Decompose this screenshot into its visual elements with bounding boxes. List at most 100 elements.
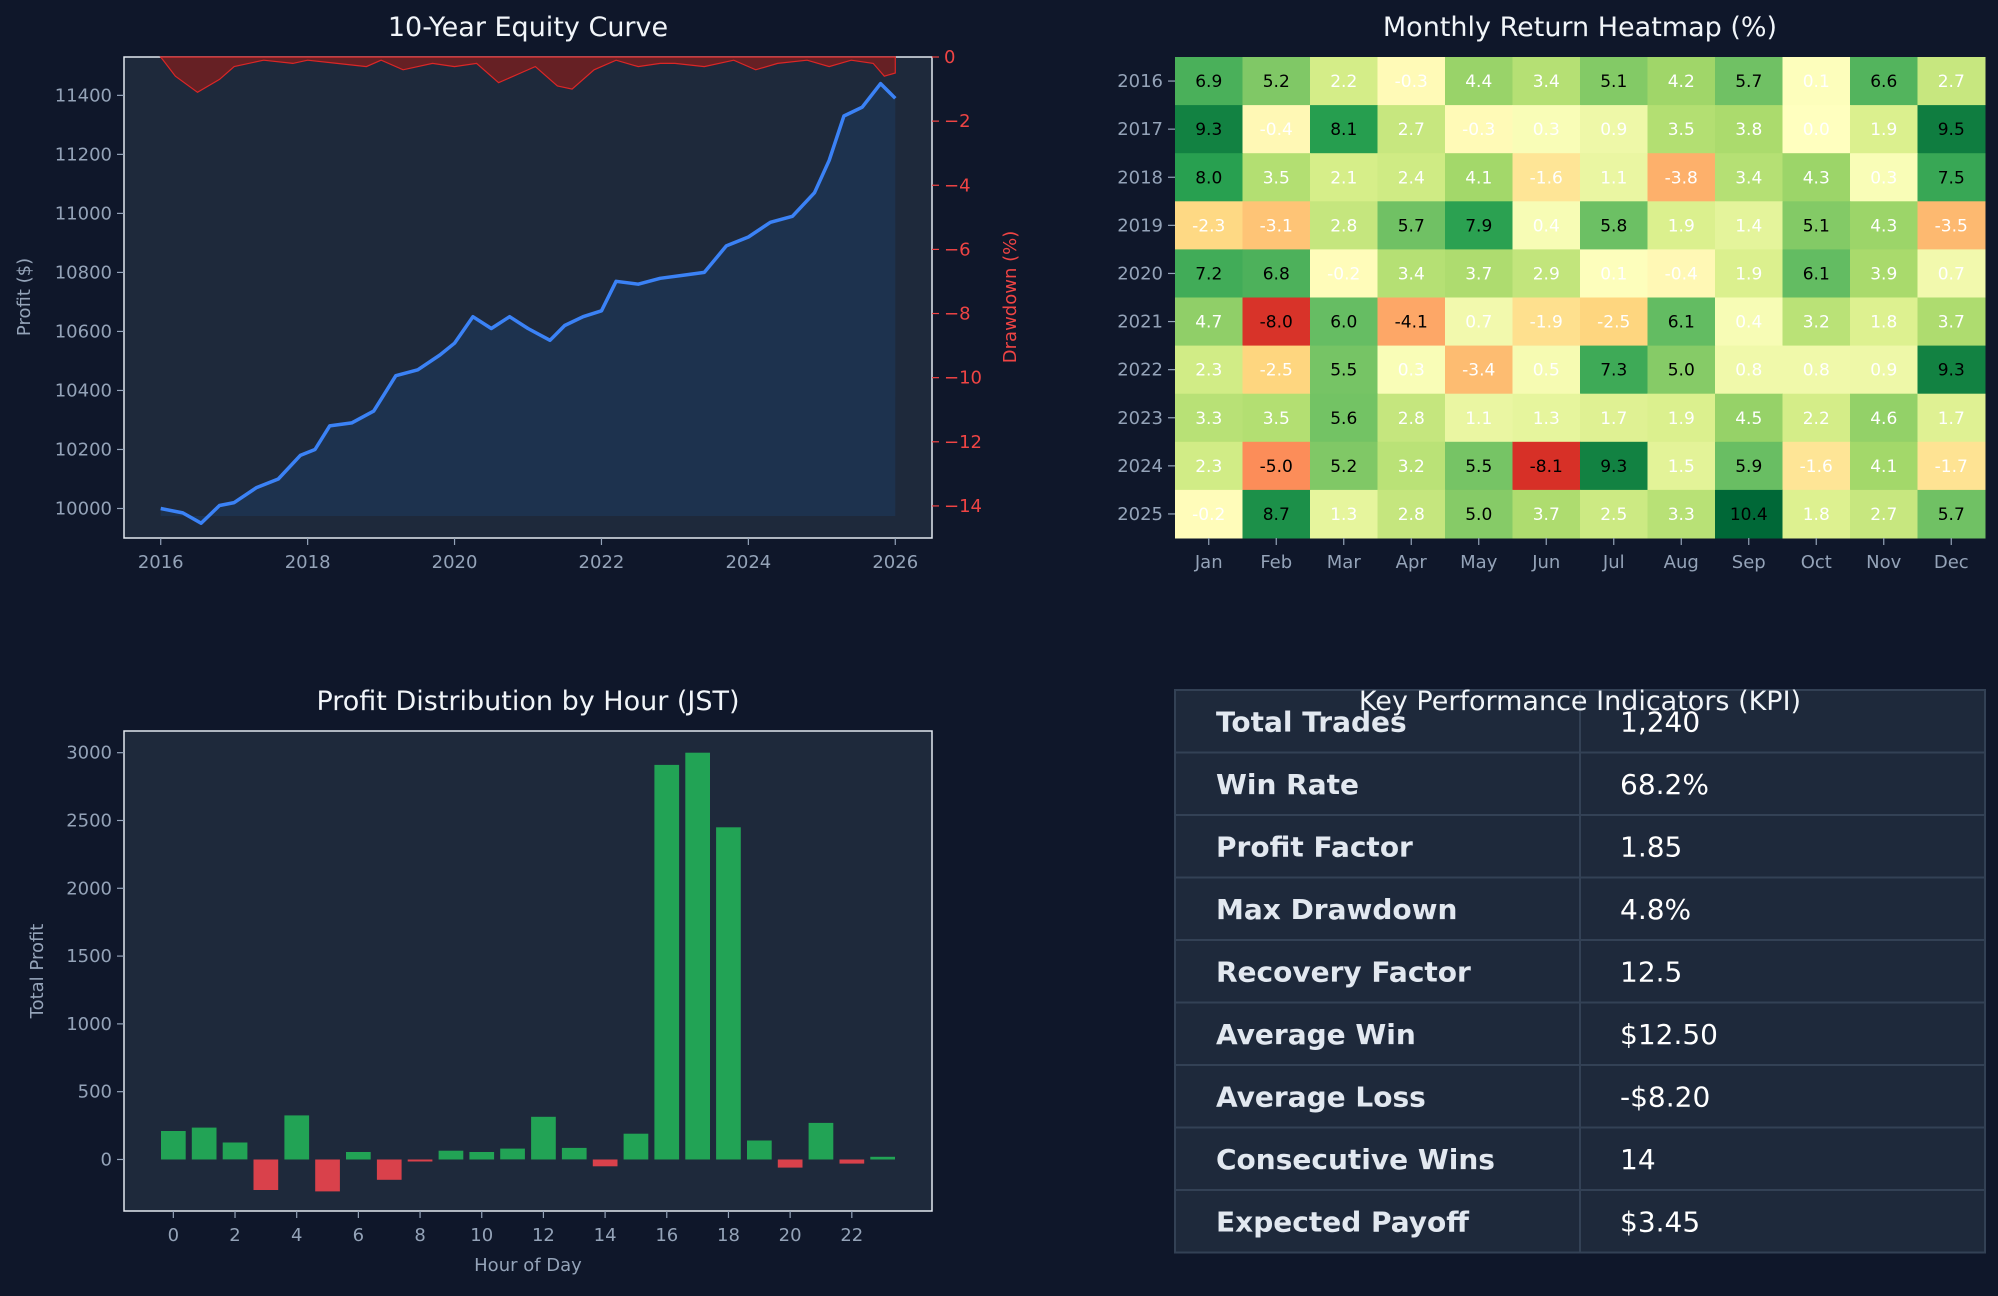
heatmap-cell-label: -1.6 xyxy=(1800,457,1833,477)
hourly-y-tick-label: 0 xyxy=(101,1149,112,1170)
heatmap-cell-label: 0.3 xyxy=(1398,361,1425,381)
heatmap-cell xyxy=(1175,441,1243,491)
heatmap-col-label: Jan xyxy=(1194,552,1223,573)
heatmap-cell-label: 0.9 xyxy=(1600,120,1627,140)
drawdown-y-tick-label: −12 xyxy=(944,432,982,453)
heatmap-cell xyxy=(1310,393,1378,443)
heatmap-cell xyxy=(1782,249,1851,298)
heatmap-col-label: Oct xyxy=(1801,552,1832,573)
hourly-x-tick-label: 6 xyxy=(353,1225,364,1246)
heatmap-cell-label: 2.2 xyxy=(1330,72,1357,92)
heatmap-cell xyxy=(1512,57,1581,106)
heatmap-cell xyxy=(1580,201,1648,250)
heatmap-cell xyxy=(1647,105,1716,154)
heatmap-cell xyxy=(1445,393,1513,443)
heatmap-cell xyxy=(1917,153,1986,202)
equity-chart-title: 10-Year Equity Curve xyxy=(388,12,668,43)
hourly-x-tick-label: 10 xyxy=(470,1225,493,1246)
heatmap-cell-label: 7.9 xyxy=(1465,216,1492,236)
heatmap-cell-label: 1.7 xyxy=(1600,409,1627,429)
heatmap-cell-label: 5.0 xyxy=(1465,505,1492,525)
heatmap-cell-label: 10.4 xyxy=(1730,505,1768,525)
heatmap-cell xyxy=(1715,249,1783,298)
equity-y-tick-label: 10000 xyxy=(55,498,112,519)
kpi-value: $3.45 xyxy=(1620,1205,1700,1238)
kpi-label: Recovery Factor xyxy=(1216,955,1471,988)
heatmap-cell xyxy=(1917,201,1986,250)
heatmap-cell-label: 4.4 xyxy=(1465,72,1492,92)
kpi-label: Average Loss xyxy=(1216,1080,1426,1113)
heatmap-cell-label: 1.1 xyxy=(1465,409,1492,429)
heatmap-cell-label: 5.9 xyxy=(1735,457,1762,477)
hourly-y-tick-label: 3000 xyxy=(66,743,112,764)
heatmap-cell xyxy=(1175,393,1243,443)
heatmap-cell-label: -1.7 xyxy=(1935,457,1968,477)
equity-y-tick-label: 10200 xyxy=(55,439,112,460)
heatmap-cell xyxy=(1647,153,1716,202)
heatmap-cell xyxy=(1850,345,1918,395)
heatmap-title: Monthly Return Heatmap (%) xyxy=(1383,12,1777,43)
monthly-return-heatmap: Monthly Return Heatmap (%) 6.9 5.2 2.2 -0.3… xyxy=(1117,12,1986,573)
kpi-table: Total Trades 1,240 Win Rate 68.2% Profit Fac… xyxy=(1174,686,1986,1254)
heatmap-cell-label: 2.2 xyxy=(1803,409,1830,429)
heatmap-cell xyxy=(1512,441,1581,491)
heatmap-cell-label: -0.4 xyxy=(1665,264,1698,284)
hourly-bar xyxy=(346,1152,371,1160)
heatmap-cell xyxy=(1377,249,1446,298)
heatmap-cell xyxy=(1445,345,1513,395)
hourly-bar xyxy=(716,827,741,1160)
heatmap-cell-label: 0.1 xyxy=(1803,72,1830,92)
heatmap-cell-label: 0.3 xyxy=(1533,120,1560,140)
heatmap-cell xyxy=(1242,297,1311,347)
drawdown-y-tick-label: −6 xyxy=(944,239,971,260)
equity-x-tick-label: 2022 xyxy=(579,552,625,573)
heatmap-row-label: 2025 xyxy=(1117,504,1163,525)
heatmap-cell xyxy=(1310,201,1378,250)
heatmap-cell xyxy=(1782,297,1851,347)
heatmap-cell-label: 2.4 xyxy=(1398,168,1425,188)
heatmap-cell xyxy=(1580,441,1648,491)
hourly-x-tick-label: 2 xyxy=(229,1225,240,1246)
heatmap-cell-label: -2.5 xyxy=(1260,361,1293,381)
kpi-label: Win Rate xyxy=(1216,768,1359,801)
heatmap-cell xyxy=(1445,153,1513,202)
equity-x-tick-label: 2018 xyxy=(285,552,331,573)
heatmap-cell xyxy=(1175,345,1243,395)
heatmap-col-label: Jul xyxy=(1602,552,1625,573)
hourly-bar xyxy=(654,764,680,1160)
hourly-bar xyxy=(469,1152,495,1160)
heatmap-cell-label: 2.8 xyxy=(1398,505,1425,525)
heatmap-cell-label: 0.7 xyxy=(1465,313,1492,333)
heatmap-cell-label: -3.5 xyxy=(1935,216,1968,236)
equity-y-tick-label: 10400 xyxy=(55,380,112,401)
kpi-value: 68.2% xyxy=(1620,768,1709,801)
heatmap-row-label: 2017 xyxy=(1117,119,1163,140)
heatmap-cell xyxy=(1242,441,1311,491)
heatmap-cell xyxy=(1310,441,1378,491)
heatmap-cell-label: 3.5 xyxy=(1263,168,1290,188)
kpi-label: Consecutive Wins xyxy=(1216,1143,1495,1176)
heatmap-row-label: 2016 xyxy=(1117,71,1163,92)
heatmap-cell xyxy=(1445,297,1513,347)
heatmap-cell-label: 2.3 xyxy=(1195,361,1222,381)
heatmap-cell xyxy=(1917,393,1986,443)
heatmap-cell-label: 3.2 xyxy=(1803,313,1830,333)
heatmap-cell-label: 5.8 xyxy=(1600,216,1627,236)
heatmap-cell-label: -0.3 xyxy=(1462,120,1495,140)
heatmap-cell-label: 5.0 xyxy=(1668,361,1695,381)
heatmap-cell-label: 9.5 xyxy=(1938,120,1965,140)
heatmap-cell xyxy=(1647,345,1716,395)
heatmap-cell-label: 2.7 xyxy=(1870,505,1897,525)
hourly-bar xyxy=(839,1159,865,1164)
hourly-y-tick-label: 1500 xyxy=(66,946,112,967)
equity-x-tick-label: 2016 xyxy=(138,552,184,573)
heatmap-cell xyxy=(1782,345,1851,395)
heatmap-cell xyxy=(1715,57,1783,106)
hourly-x-tick-label: 20 xyxy=(779,1225,802,1246)
heatmap-cell xyxy=(1175,105,1243,154)
heatmap-cell-label: 0.8 xyxy=(1735,361,1762,381)
heatmap-row-label: 2018 xyxy=(1117,167,1163,188)
heatmap-cell xyxy=(1175,297,1243,347)
hourly-plot-area xyxy=(123,730,933,1212)
heatmap-cell xyxy=(1175,57,1243,106)
